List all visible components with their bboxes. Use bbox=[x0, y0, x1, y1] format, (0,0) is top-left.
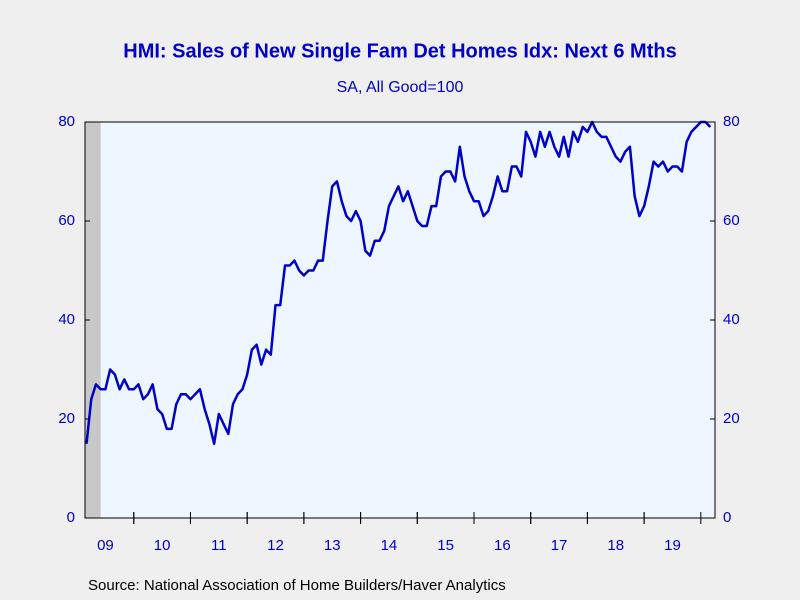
x-tick-label: 15 bbox=[437, 537, 454, 554]
y2-tick-label: 80 bbox=[723, 113, 740, 130]
y-tick-label: 0 bbox=[67, 509, 75, 526]
y-tick-label: 40 bbox=[58, 311, 75, 328]
x-tick-label: 14 bbox=[381, 537, 398, 554]
x-tick-label: 18 bbox=[607, 537, 624, 554]
x-tick-label: 09 bbox=[97, 537, 114, 554]
y-tick-label: 20 bbox=[58, 410, 75, 427]
x-tick-label: 10 bbox=[154, 537, 171, 554]
x-tick-label: 11 bbox=[211, 537, 227, 554]
y-tick-label: 80 bbox=[58, 113, 75, 130]
x-tick-label: 19 bbox=[664, 537, 681, 554]
plot-area bbox=[85, 122, 715, 518]
x-tick-label: 17 bbox=[551, 537, 568, 554]
x-tick-label: 16 bbox=[494, 537, 511, 554]
data-line bbox=[85, 120, 712, 445]
x-tick-label: 13 bbox=[324, 537, 341, 554]
y2-tick-label: 20 bbox=[723, 410, 740, 427]
chart-subtitle: SA, All Good=100 bbox=[337, 79, 464, 96]
chart-title: HMI: Sales of New Single Fam Det Homes I… bbox=[123, 40, 676, 62]
y-tick-label: 60 bbox=[58, 212, 75, 229]
y2-tick-label: 0 bbox=[723, 509, 731, 526]
y2-tick-label: 40 bbox=[723, 311, 740, 328]
source-note: Source: National Association of Home Bui… bbox=[88, 577, 506, 594]
x-tick-label: 12 bbox=[267, 537, 284, 554]
y2-tick-label: 60 bbox=[723, 212, 740, 229]
